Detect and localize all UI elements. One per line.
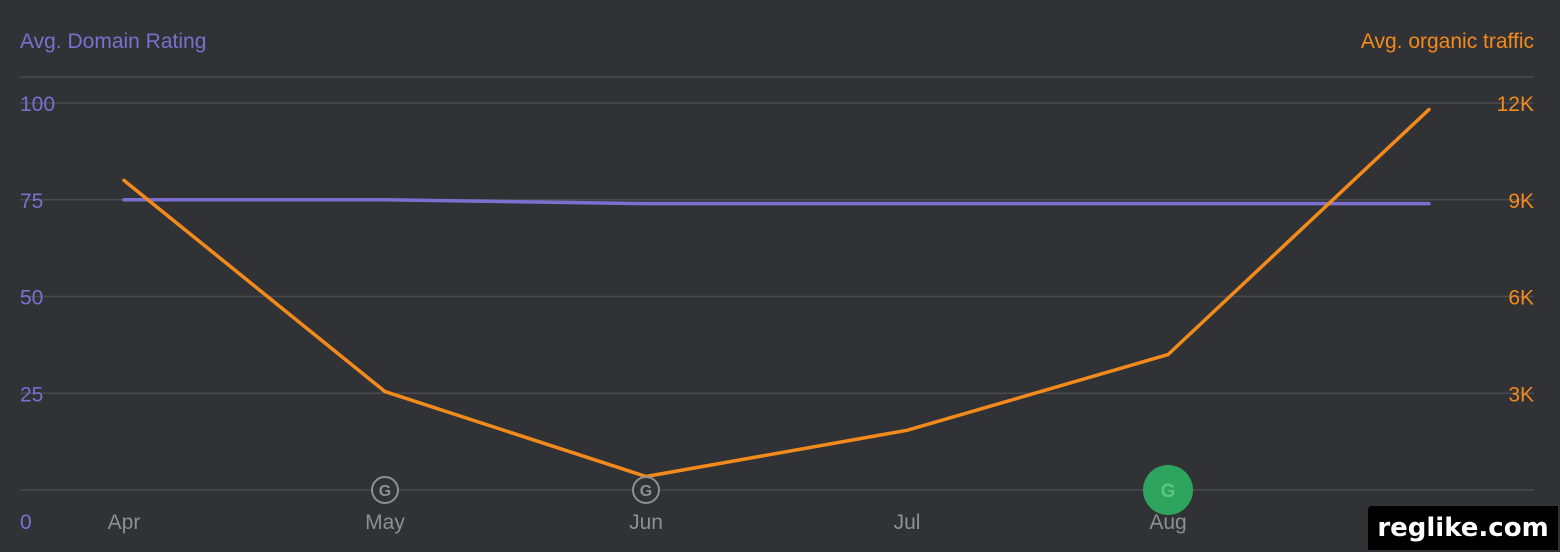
right-tick-label: 3K xyxy=(1508,383,1534,406)
right-axis-title: Avg. organic traffic xyxy=(1360,30,1534,53)
google-g-icon: G xyxy=(640,483,652,500)
x-tick-label: Aug xyxy=(1149,511,1186,534)
x-tick-label: Jun xyxy=(629,511,663,534)
left-tick-label: 50 xyxy=(20,287,43,310)
google-update-marker-active xyxy=(1143,465,1193,515)
watermark: reglike.com xyxy=(1368,506,1558,550)
left-tick-label: 75 xyxy=(20,190,43,213)
x-tick-label: Jul xyxy=(894,511,921,534)
google-g-icon: G xyxy=(379,483,391,500)
x-tick-label: May xyxy=(365,511,405,534)
x-tick-label: Apr xyxy=(108,511,141,534)
right-tick-label: 12K xyxy=(1497,93,1534,116)
organic-traffic-line xyxy=(122,107,1431,479)
left-tick-label: 25 xyxy=(20,383,43,406)
right-tick-label: 9K xyxy=(1508,190,1534,213)
google-update-marker xyxy=(371,476,399,504)
left-tick-label: 0 xyxy=(20,511,32,534)
left-axis-title: Avg. Domain Rating xyxy=(20,30,207,53)
google-g-icon: G xyxy=(1161,481,1176,502)
right-tick-label: 6K xyxy=(1508,287,1534,310)
google-update-marker xyxy=(632,476,660,504)
left-tick-label: 100 xyxy=(20,93,55,116)
domain-rating-line xyxy=(122,198,1431,206)
